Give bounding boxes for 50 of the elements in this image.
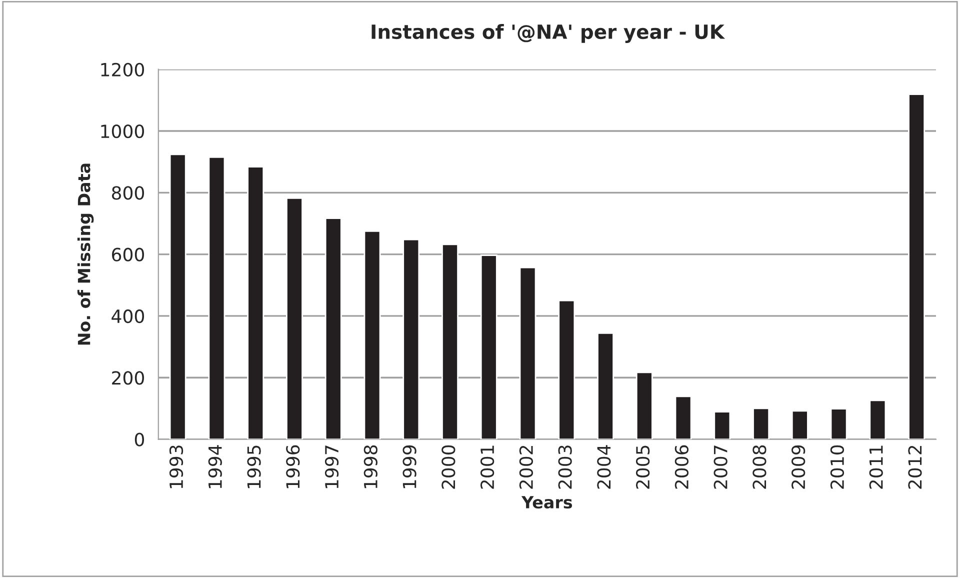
- x-tick-label: 2009: [792, 445, 806, 489]
- x-tick-label: 1999: [402, 445, 416, 488]
- x-tick-label: 1997: [324, 446, 339, 488]
- y-tick-label: 400: [112, 309, 144, 324]
- x-tick-label: 2005: [636, 446, 650, 489]
- x-tick-label: 2012: [908, 446, 922, 489]
- bar: [286, 198, 303, 440]
- chart-title: Instances of '@NA' per year - UK: [372, 24, 726, 43]
- bar: [169, 154, 186, 440]
- x-tick-label: 2004: [597, 445, 611, 489]
- x-tick-label: 2002: [519, 446, 533, 489]
- bar: [791, 410, 808, 440]
- bar: [442, 244, 458, 440]
- bar: [714, 411, 731, 440]
- y-tick-label: 1000: [101, 124, 144, 138]
- bar: [519, 266, 536, 440]
- x-tick-label: 2003: [558, 446, 572, 489]
- bar: [636, 372, 653, 440]
- bar: [402, 238, 420, 440]
- y-tick-label: 200: [112, 371, 144, 385]
- x-tick-label: 2010: [830, 445, 844, 489]
- y-tick-label: 0: [134, 432, 144, 446]
- x-tick-label: 2006: [674, 445, 689, 489]
- x-tick-label: 2001: [480, 446, 494, 489]
- x-tick-label: 1996: [286, 445, 300, 488]
- x-tick-label: 1993: [169, 446, 184, 488]
- bar: [324, 218, 342, 440]
- bar: [364, 230, 381, 440]
- y-axis-title: No. of Missing Data: [77, 164, 94, 345]
- x-axis-title: Years: [521, 496, 572, 509]
- bar: [908, 94, 926, 440]
- bar: [752, 408, 770, 440]
- bar: [597, 332, 614, 440]
- x-tick-label: 2007: [714, 446, 728, 489]
- x-tick-label: 1998: [364, 445, 378, 488]
- bar: [247, 166, 264, 440]
- x-tick-label: 1994: [208, 445, 222, 488]
- x-tick-label: 2008: [752, 445, 766, 489]
- x-tick-label: 2011: [869, 446, 883, 489]
- y-tick-label: 600: [112, 248, 144, 262]
- x-tick-label: 1995: [247, 446, 261, 488]
- y-tick-label: 1200: [101, 62, 144, 76]
- bar: [480, 254, 498, 440]
- bar: [674, 396, 692, 440]
- bar: [208, 156, 226, 440]
- y-tick-label: 800: [112, 186, 144, 200]
- bar: [830, 408, 848, 440]
- bar: [558, 300, 576, 440]
- x-tick-label: 2000: [442, 445, 456, 489]
- bar: [869, 400, 886, 440]
